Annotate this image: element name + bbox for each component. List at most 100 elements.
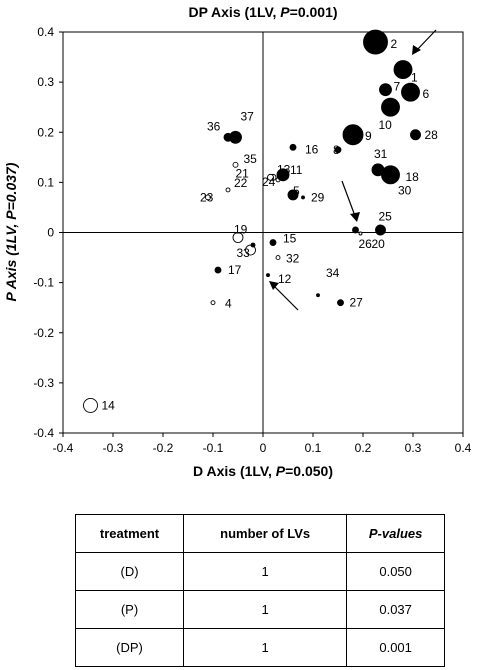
point-label-22: 22 <box>234 176 248 190</box>
point-label-30: 30 <box>398 183 412 197</box>
point-label-26: 26 <box>359 237 373 251</box>
scatter-chart: DP Axis (1LV, P=0.001) -0.4 -0.3 -0.2 -0.1 0… <box>3 4 472 479</box>
data-point-35 <box>232 161 239 168</box>
data-point-7 <box>379 83 392 97</box>
data-point-14 <box>83 397 98 413</box>
data-point-15 <box>269 239 277 246</box>
y-tick-label: 0.2 <box>37 125 54 139</box>
table-header-row: treatment number of LVs P-values <box>74 514 445 553</box>
point-label-5: 5 <box>293 184 300 198</box>
point-label-23: 23 <box>200 190 214 204</box>
y-tick-label: 0.4 <box>37 25 54 39</box>
point-label-18: 18 <box>406 170 420 184</box>
data-point-23 <box>205 194 211 201</box>
point-label-34: 34 <box>326 266 340 280</box>
point-label-16: 16 <box>305 142 319 156</box>
y-axis-label: P Axis (1LV, P=0.037) <box>3 162 19 301</box>
data-point-30 <box>390 169 396 175</box>
data-point-1 <box>393 60 413 80</box>
point-label-6: 6 <box>423 87 430 101</box>
point-label-7: 7 <box>394 80 401 94</box>
point-labels: 1245678910111213141516171819202122232425… <box>102 37 439 412</box>
data-point-12 <box>266 273 270 278</box>
table-cell: (D) <box>74 552 185 591</box>
data-points <box>83 29 421 413</box>
point-label-15: 15 <box>283 232 297 246</box>
point-label-27: 27 <box>350 296 364 310</box>
data-point-28 <box>410 129 421 141</box>
point-label-32: 32 <box>286 252 300 266</box>
table-row: (P) 1 0.037 <box>74 590 445 629</box>
point-label-13: 13 <box>277 162 291 176</box>
y-tick-label: 0.3 <box>37 75 54 89</box>
point-label-4: 4 <box>225 297 232 311</box>
point-label-37: 37 <box>241 109 255 123</box>
header-p-values-text: P-values <box>368 526 423 541</box>
point-label-19: 19 <box>234 223 248 237</box>
point-label-8: 8 <box>333 143 340 157</box>
point-label-10: 10 <box>379 118 393 132</box>
table-cell: 0.001 <box>346 628 445 667</box>
data-point-8 <box>334 146 342 154</box>
point-label-17: 17 <box>228 263 242 277</box>
table-cell: 1 <box>183 590 348 629</box>
data-point-20 <box>375 224 386 236</box>
point-label-20: 20 <box>372 237 386 251</box>
data-point-33 <box>245 244 256 256</box>
data-point-27 <box>337 299 344 307</box>
point-label-9: 9 <box>365 129 372 143</box>
point-label-28: 28 <box>425 128 439 142</box>
y-tick-label: 0 <box>47 226 54 240</box>
table-cell: (P) <box>74 590 185 629</box>
point-label-1: 1 <box>411 71 418 85</box>
header-treatment: treatment <box>74 514 185 553</box>
data-point-26 <box>352 226 359 234</box>
x-axis-label: D Axis (1LV, P=0.050) <box>193 463 333 479</box>
header-number-of-lvs: number of LVs <box>183 514 348 553</box>
data-point-2 <box>363 29 388 55</box>
arrow-to-point-1 <box>412 29 437 55</box>
table-row: (DP) 1 0.001 <box>74 628 445 667</box>
point-label-25: 25 <box>379 210 393 224</box>
x-tick-label: -0.2 <box>153 441 174 455</box>
y-tick-label: 0.1 <box>37 175 54 189</box>
data-point-5 <box>287 189 299 201</box>
data-point-19 <box>232 232 244 243</box>
data-point-37 <box>229 130 242 144</box>
point-label-12: 12 <box>278 272 292 286</box>
x-tick-label: 0.3 <box>405 441 422 455</box>
arrow-to-point-26 <box>341 180 360 222</box>
data-point-32 <box>275 255 281 261</box>
data-point-31 <box>371 163 385 177</box>
data-point-29 <box>301 195 305 200</box>
point-label-33: 33 <box>237 246 251 260</box>
table-cell: 0.050 <box>346 552 445 591</box>
table-row: (D) 1 0.050 <box>74 552 445 591</box>
data-point <box>250 242 256 248</box>
x-tick-label: 0.2 <box>355 441 372 455</box>
data-point-10 <box>381 97 400 117</box>
data-point-22 <box>225 187 231 193</box>
data-point-34 <box>316 293 320 298</box>
y-tick-label: -0.1 <box>33 276 54 290</box>
x-tick-labels: -0.4 -0.3 -0.2 -0.1 0 0.1 0.2 0.3 0.4 <box>53 433 472 455</box>
x-tick-label: -0.4 <box>53 441 74 455</box>
x-tick-label: -0.3 <box>103 441 124 455</box>
point-label-36: 36 <box>207 119 221 133</box>
point-label-21: 21 <box>236 166 250 180</box>
data-point-17 <box>214 266 222 274</box>
p-values-table: treatment number of LVs P-values (D) 1 0… <box>74 514 445 667</box>
y-tick-label: -0.2 <box>33 326 54 340</box>
point-label-11: 11 <box>290 163 303 177</box>
data-point-24 <box>276 168 290 182</box>
data-point-21 <box>267 173 274 181</box>
y-tick-labels: 0.4 0.3 0.2 0.1 0 -0.1 -0.2 -0.3 -0.4 <box>33 25 63 440</box>
point-label-29: 29 <box>311 190 325 204</box>
table-cell: 1 <box>183 552 348 591</box>
table-cell: (DP) <box>74 628 185 667</box>
data-point-16 <box>289 143 297 151</box>
point-label-35: 35 <box>244 152 258 166</box>
chart-title: DP Axis (1LV, P=0.001) <box>188 4 337 20</box>
table-cell: 1 <box>183 628 348 667</box>
y-tick-label: -0.4 <box>33 426 54 440</box>
